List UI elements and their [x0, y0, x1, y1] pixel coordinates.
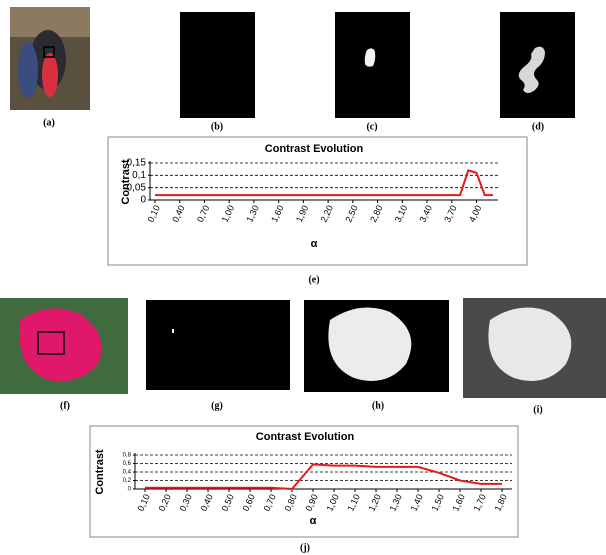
- y-tick-label: 0,2: [123, 478, 132, 484]
- image-d: [500, 12, 575, 118]
- caption: (j): [300, 542, 310, 553]
- caption: (e): [308, 274, 319, 285]
- chart-frame: [108, 137, 527, 265]
- image-i: [463, 298, 606, 398]
- y-tick-label: 0,1: [132, 170, 146, 181]
- x-axis-label: α: [310, 515, 317, 527]
- image-h: [304, 300, 449, 392]
- caption: (c): [366, 121, 377, 132]
- y-tick-label: 0: [140, 195, 146, 206]
- image-a: [10, 7, 90, 110]
- x-axis-label: α: [311, 238, 318, 250]
- chart: Contrast EvolutionContrastα00,20,40,60,8…: [90, 426, 518, 537]
- y-tick-label: 0,8: [123, 453, 132, 459]
- caption: (g): [211, 400, 223, 411]
- y-axis-label: Contrast: [94, 449, 106, 495]
- y-tick-label: 0,6: [123, 461, 132, 467]
- y-tick-label: 0,4: [123, 470, 132, 476]
- caption: (h): [372, 400, 384, 411]
- chart-title: Contrast Evolution: [256, 431, 355, 443]
- caption: (a): [43, 117, 55, 128]
- caption: (i): [533, 404, 542, 415]
- caption: (f): [60, 400, 70, 411]
- image-b: [180, 12, 255, 118]
- figure: (a) (b) (c) (d) (e) (f) (g) (h) (i) (j) …: [0, 0, 606, 555]
- image-f: [0, 298, 128, 394]
- image-c: [335, 12, 410, 118]
- image-g: [146, 300, 290, 390]
- caption: (b): [211, 121, 223, 132]
- chart: Contrast EvolutionContrastα00,050,10,150…: [108, 137, 527, 265]
- chart-title: Contrast Evolution: [265, 143, 364, 155]
- caption: (d): [532, 121, 544, 132]
- y-tick-label: 0,15: [127, 158, 147, 169]
- y-tick-label: 0,05: [127, 182, 147, 193]
